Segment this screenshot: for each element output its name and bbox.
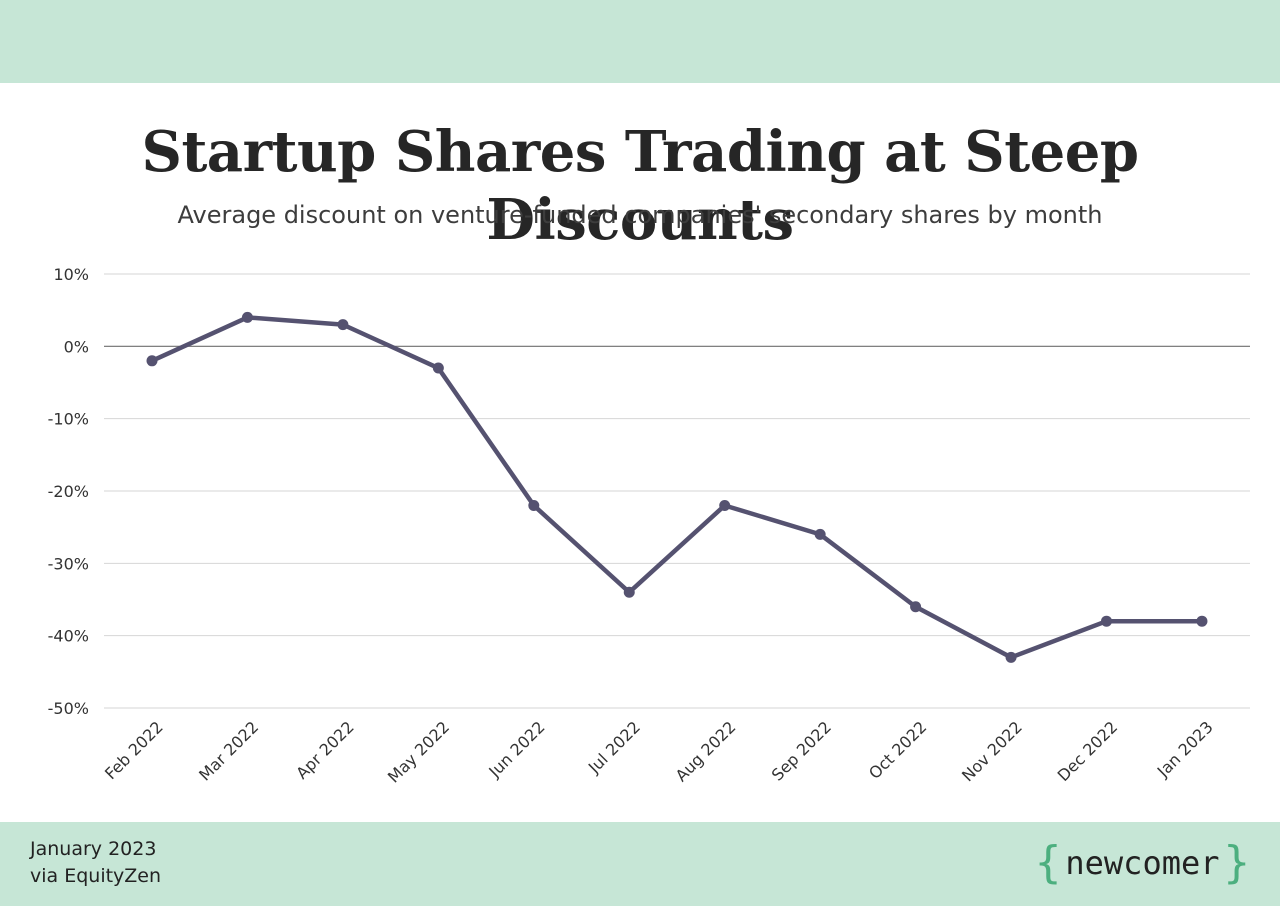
x-tick-label: Jul 2022 [584, 717, 644, 777]
x-tick-label: Jan 2023 [1153, 717, 1217, 781]
x-tick-label: Oct 2022 [865, 717, 930, 782]
data-point [432, 362, 444, 374]
logo-wordmark: newcomer [1065, 844, 1220, 882]
x-tick-label: Feb 2022 [101, 717, 167, 783]
y-tick-label: -30% [48, 554, 89, 573]
data-point [528, 499, 540, 511]
logo-open-brace: { [1034, 837, 1062, 888]
line-chart: 10% 0% -10% -20% -30% -40% -50% Feb 2022 Mar 20… [48, 265, 1250, 787]
footer-credits: January 2023 via EquityZen [30, 836, 161, 890]
y-tick-label: 0% [64, 337, 89, 356]
data-point [623, 586, 635, 598]
data-point [337, 319, 349, 331]
top-band [0, 0, 1280, 83]
x-tick-label: Sep 2022 [768, 717, 835, 784]
data-point [241, 311, 253, 323]
footer-date: January 2023 [30, 838, 157, 860]
newcomer-logo: { newcomer } [1035, 838, 1250, 888]
logo-close-brace: } [1223, 837, 1251, 888]
footer-source: via EquityZen [30, 865, 162, 887]
data-point [814, 528, 826, 540]
data-point [146, 355, 158, 367]
y-tick-label: -50% [48, 699, 89, 718]
x-tick-label: Dec 2022 [1054, 717, 1122, 785]
data-point [1196, 615, 1208, 627]
data-point [910, 601, 922, 613]
chart-title: Startup Shares Trading at Steep Discount… [141, 119, 1139, 253]
data-point [1005, 651, 1017, 663]
y-tick-label: -10% [48, 410, 89, 429]
x-tick-label: May 2022 [384, 717, 453, 786]
y-tick-labels: 10% 0% -10% -20% -30% -40% -50% [48, 265, 89, 718]
data-point [719, 499, 731, 511]
x-tick-label: Jun 2022 [484, 717, 548, 781]
y-tick-label: -20% [48, 482, 89, 501]
x-tick-label: Nov 2022 [958, 717, 1026, 785]
chart-subtitle: Average discount on venture-funded compa… [177, 201, 1103, 229]
x-tick-label: Mar 2022 [195, 717, 262, 784]
y-tick-label: -40% [48, 627, 89, 646]
gridlines [104, 273, 1250, 709]
x-tick-label: Aug 2022 [672, 717, 740, 785]
y-tick-label: 10% [53, 265, 89, 284]
footer-band [0, 822, 1280, 906]
series-line [149, 315, 1205, 660]
x-tick-label: Apr 2022 [292, 717, 357, 782]
x-tick-labels: Feb 2022 Mar 2022 Apr 2022 May 2022 Jun 2022… [101, 717, 1217, 786]
data-point [1101, 615, 1112, 627]
series-layer [146, 311, 1208, 663]
